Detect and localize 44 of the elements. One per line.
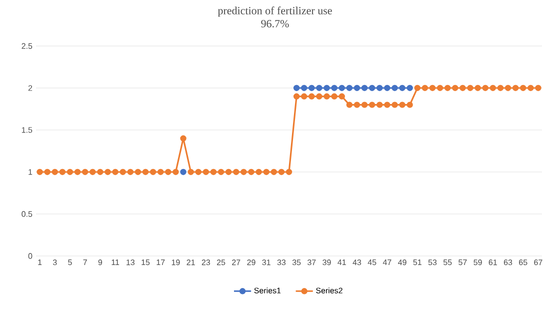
x-tick-label: 65	[519, 260, 528, 266]
x-tick-label: 17	[156, 260, 165, 266]
x-tick-label: 41	[338, 260, 346, 266]
x-tick-label: 13	[126, 260, 134, 266]
x-tick-label: 59	[474, 260, 482, 266]
x-tick-label: 15	[142, 260, 150, 266]
x-tick-label: 11	[112, 260, 120, 266]
x-tick-label: 57	[458, 260, 467, 266]
y-tick-label: 0.5	[22, 211, 32, 217]
x-tick-label: 31	[262, 260, 270, 266]
x-tick-label: 47	[382, 260, 392, 266]
y-tick-label: 0	[28, 253, 32, 259]
x-tick-label: 1	[38, 260, 42, 266]
x-tick-label: 19	[172, 260, 180, 266]
x-tick-label: 51	[413, 260, 422, 266]
x-tick-label: 39	[322, 260, 331, 266]
x-tick-label: 27	[232, 260, 240, 266]
x-tick-label: 9	[98, 260, 102, 266]
x-tick-label: 33	[277, 260, 286, 266]
x-tick-label: 23	[202, 260, 210, 266]
y-tick-label: 1.5	[22, 127, 32, 133]
x-tick-label: 3	[52, 260, 57, 266]
x-tick-label: 29	[247, 260, 256, 266]
legend-label: Series1	[254, 287, 281, 294]
y-tick-label: 2	[28, 85, 32, 91]
x-tick-label: 45	[368, 260, 376, 266]
chart-subtitle: 96.7%	[261, 20, 289, 28]
x-tick-label: 67	[534, 260, 542, 266]
x-tick-label: 53	[428, 260, 437, 266]
x-tick-label: 43	[352, 260, 362, 266]
legend-label: Series2	[316, 287, 342, 294]
x-tick-label: 7	[83, 260, 87, 266]
chart-title: prediction of fertilizer use	[218, 6, 332, 17]
x-tick-label: 63	[504, 260, 512, 266]
x-tick-label: 21	[186, 260, 195, 266]
y-tick-label: 1	[28, 169, 32, 175]
x-tick-label: 25	[216, 260, 226, 266]
y-tick-label: 2.5	[22, 43, 32, 49]
x-tick-label: 5	[68, 260, 72, 266]
x-tick-label: 49	[398, 260, 406, 266]
x-tick-label: 37	[308, 260, 316, 266]
x-tick-label: 35	[292, 260, 301, 266]
x-tick-label: 55	[443, 260, 452, 266]
x-tick-label: 61	[488, 260, 497, 266]
